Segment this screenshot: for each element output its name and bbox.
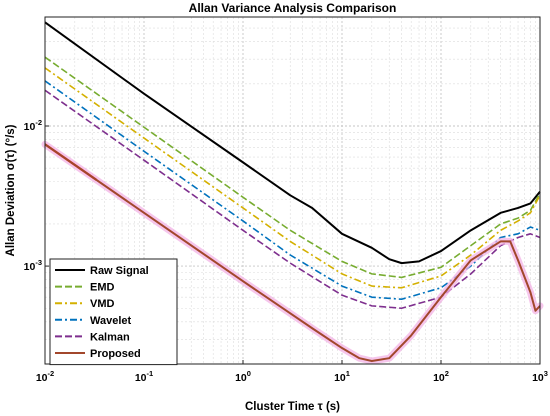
series-line-raw-signal [44,21,541,265]
x-tick-label: 100 [235,369,251,384]
series-line-proposed [44,143,541,363]
series-line-kalman [44,89,541,310]
series-line-wavelet [44,80,541,301]
chart-title: Allan Variance Analysis Comparison [189,1,397,15]
series-line-vmd [44,67,541,289]
x-tick-label: 102 [433,369,449,384]
x-tick-label: 103 [532,369,548,384]
y-tick-label: 10-3 [24,258,42,273]
tick-labels: 10-2 10-1 100 101 102 103 10-3 10-2 [24,118,548,384]
legend-label: Wavelet [90,315,132,327]
legend: Raw Signal EMD VMD Wavelet Kalman Proposed [49,258,178,366]
x-tick-label: 10-2 [36,369,54,384]
series-layer [41,21,544,365]
y-axis-label: Allan Deviation σ(τ) (°/s) [5,124,17,256]
x-tick-label: 10-1 [135,369,153,384]
legend-label: Raw Signal [90,265,149,277]
legend-label: Kalman [90,331,130,343]
x-axis-label: Cluster Time τ (s) [245,401,340,413]
x-tick-label: 101 [334,369,350,384]
legend-label: EMD [90,282,115,294]
legend-label: Proposed [90,348,141,360]
series-line-emd [44,56,541,279]
plot-frame [44,16,541,365]
legend-box [49,258,178,366]
y-tick-label: 10-2 [24,118,42,133]
legend-label: VMD [90,298,115,310]
